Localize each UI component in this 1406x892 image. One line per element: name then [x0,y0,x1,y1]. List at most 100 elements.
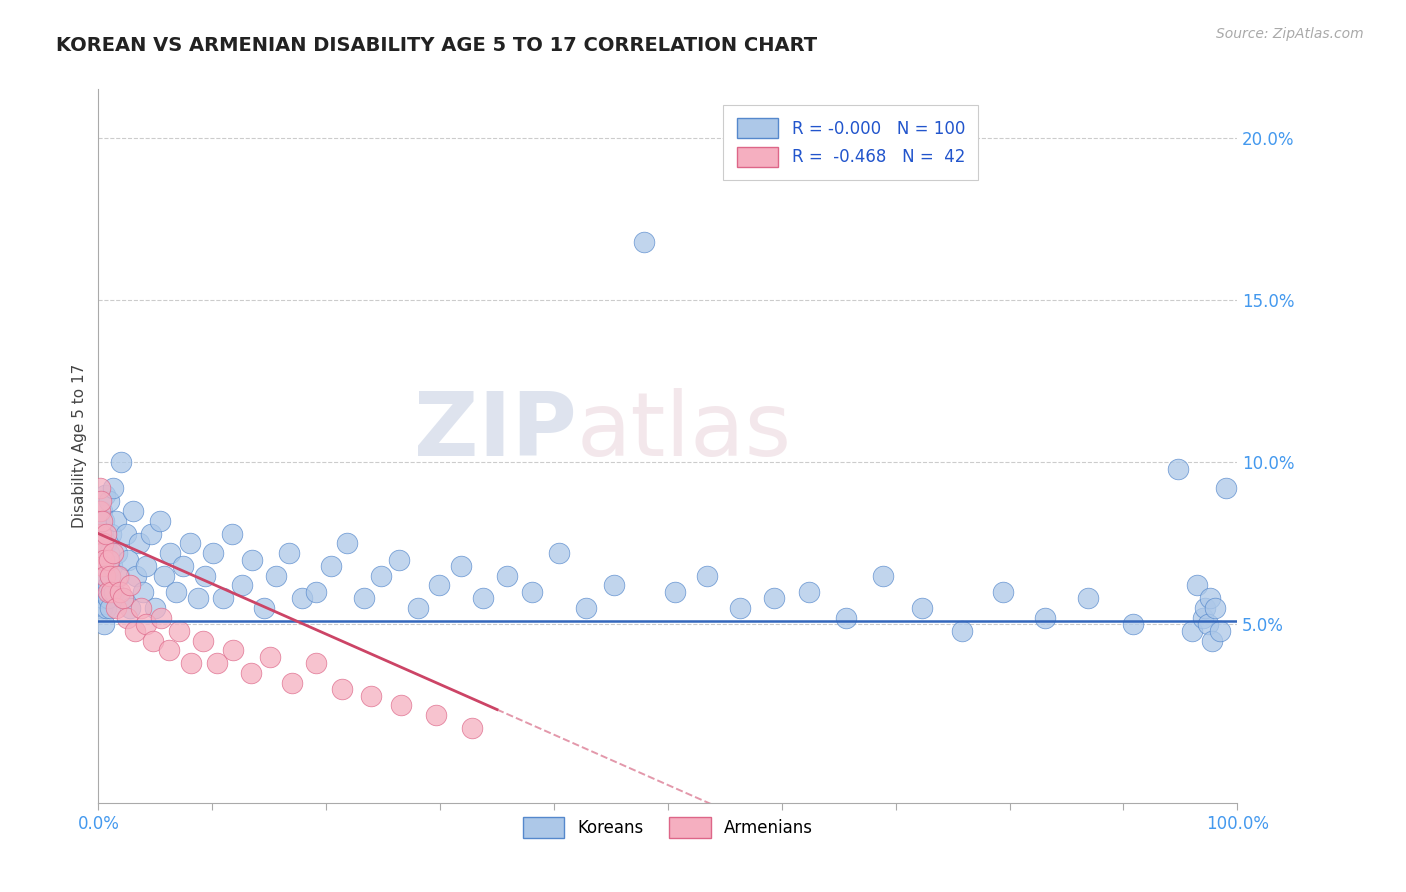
Legend: Koreans, Armenians: Koreans, Armenians [516,811,820,845]
Point [93,514,115,528]
Point [90,552,112,566]
Point [370,568,392,582]
Point [408,601,430,615]
Point [496,568,519,582]
Point [633,235,655,249]
Point [100,585,122,599]
Point [103,546,125,560]
Point [360,689,382,703]
Point [90,494,112,508]
Point [522,585,544,599]
Text: atlas: atlas [576,388,792,475]
Point [1199,591,1222,606]
Point [664,585,686,599]
Point [872,568,894,582]
Point [336,536,359,550]
Point [264,568,287,582]
Point [186,591,208,606]
Point [281,675,304,690]
Point [97,546,120,560]
Point [231,578,253,592]
Point [135,617,157,632]
Point [100,526,122,541]
Point [96,578,118,592]
Point [96,526,118,541]
Point [107,568,129,582]
Point [89,481,111,495]
Point [142,633,165,648]
Point [135,559,157,574]
Point [90,546,112,560]
Point [427,578,450,592]
Point [172,559,194,574]
Point [97,494,120,508]
Point [205,657,228,671]
Point [194,568,217,582]
Point [911,601,934,615]
Point [90,546,112,560]
Point [150,611,173,625]
Point [94,559,117,574]
Point [834,611,856,625]
Point [91,536,114,550]
Point [211,591,233,606]
Point [461,721,484,735]
Point [291,591,314,606]
Point [114,526,136,541]
Point [93,617,115,632]
Point [202,546,225,560]
Point [696,568,718,582]
Point [1192,611,1215,625]
Point [90,585,112,599]
Point [128,536,150,550]
Point [762,591,785,606]
Point [108,568,131,582]
Point [1197,617,1219,632]
Point [149,514,172,528]
Point [98,568,121,582]
Point [1033,611,1056,625]
Text: ZIP: ZIP [413,388,576,475]
Point [425,708,447,723]
Point [330,682,353,697]
Text: KOREAN VS ARMENIAN DISABILITY AGE 5 TO 17 CORRELATION CHART: KOREAN VS ARMENIAN DISABILITY AGE 5 TO 1… [56,36,817,54]
Point [153,568,176,582]
Point [305,585,328,599]
Point [221,526,243,541]
Point [472,591,495,606]
Point [93,552,115,566]
Point [450,559,472,574]
Point [90,601,112,615]
Point [91,568,114,582]
Point [91,559,114,574]
Point [101,559,124,574]
Point [1167,461,1189,475]
Point [388,552,411,566]
Point [547,546,569,560]
Point [1194,601,1216,615]
Point [353,591,375,606]
Point [1201,633,1223,648]
Text: Source: ZipAtlas.com: Source: ZipAtlas.com [1216,27,1364,41]
Point [124,624,146,638]
Point [180,657,202,671]
Point [121,504,143,518]
Point [90,504,112,518]
Point [277,546,299,560]
Point [1215,481,1237,495]
Point [240,552,263,566]
Point [157,643,180,657]
Point [319,559,342,574]
Point [797,585,820,599]
Point [98,601,121,615]
Point [104,514,127,528]
Point [89,536,111,550]
Point [145,601,167,615]
Point [169,624,191,638]
Point [105,546,128,560]
Point [1209,624,1232,638]
Point [129,601,152,615]
Point [1077,591,1099,606]
Point [159,546,181,560]
Point [603,578,626,592]
